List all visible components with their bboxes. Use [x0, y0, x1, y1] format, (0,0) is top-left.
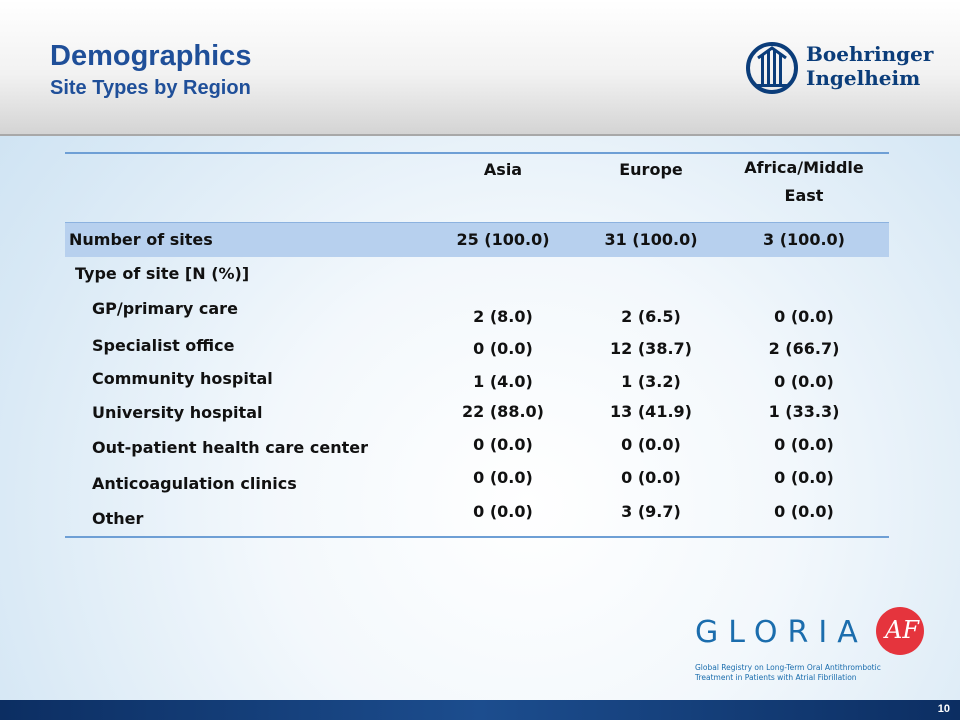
row-label-other: Other: [92, 509, 144, 528]
table-cell: 0 (0.0): [774, 435, 834, 454]
table-cell: 0 (0.0): [774, 502, 834, 521]
boehringer-ingelheim-emblem-icon: [746, 42, 798, 94]
page-number: 10: [937, 703, 950, 715]
table-cell: 0 (0.0): [473, 435, 533, 454]
logo-text-line2: Ingelheim: [806, 66, 921, 90]
row-label-university-hospital: University hospital: [92, 403, 263, 422]
column-header-europe: Europe: [619, 160, 683, 179]
slide-subtitle: Site Types by Region: [50, 77, 251, 99]
slide-title: Demographics: [50, 40, 252, 72]
gloria-tagline-line2: Treatment in Patients with Atrial Fibril…: [695, 673, 857, 682]
summary-value-europe: 31 (100.0): [604, 230, 698, 249]
summary-row-band: [65, 222, 889, 257]
gloria-wordmark: GLORIA: [695, 615, 868, 650]
table-cell: 3 (9.7): [621, 502, 681, 521]
table-cell: 1 (4.0): [473, 372, 533, 391]
row-label-gp-primary-care: GP/primary care: [92, 299, 238, 318]
summary-value-asia: 25 (100.0): [456, 230, 550, 249]
table-cell: 0 (0.0): [774, 468, 834, 487]
af-badge-text: AF: [885, 616, 919, 644]
table-cell: 12 (38.7): [610, 339, 692, 358]
gloria-tagline-line1: Global Registry on Long-Term Oral Antith…: [695, 663, 881, 672]
summary-row-label: Number of sites: [69, 230, 213, 249]
column-header-africa-middle-east: Africa/Middle East: [744, 158, 864, 205]
table-cell: 22 (88.0): [462, 402, 544, 421]
gloria-af-logo: GLORIA AF Global Registry on Long-Term O…: [695, 606, 935, 686]
table-cell: 13 (41.9): [610, 402, 692, 421]
row-label-anticoagulation-clinics: Anticoagulation clinics: [92, 474, 297, 493]
table-cell: 0 (0.0): [473, 468, 533, 487]
table-cell: 2 (66.7): [768, 339, 840, 358]
table-cell: 2 (8.0): [473, 307, 533, 326]
table-cell: 2 (6.5): [621, 307, 681, 326]
logo-text-line1: Boehringer: [806, 42, 934, 66]
section-label-type-of-site: Type of site [N (%)]: [75, 264, 250, 283]
table-cell: 0 (0.0): [621, 468, 681, 487]
table-cell: 0 (0.0): [774, 372, 834, 391]
row-label-specialist-office: Specialist office: [92, 336, 235, 355]
table-cell: 0 (0.0): [473, 339, 533, 358]
af-badge-icon: [876, 607, 924, 655]
boehringer-ingelheim-logo: Boehringer Ingelheim: [744, 40, 934, 96]
table-cell: 0 (0.0): [774, 307, 834, 326]
summary-value-africa-middle-east: 3 (100.0): [763, 230, 845, 249]
column-header-asia: Asia: [483, 160, 523, 179]
table-bottom-rule: [65, 536, 889, 538]
row-label-out-patient-center: Out-patient health care center: [92, 438, 368, 457]
table-cell: 1 (33.3): [768, 402, 840, 421]
table-cell: 0 (0.0): [473, 502, 533, 521]
table-cell: 0 (0.0): [621, 435, 681, 454]
table-cell: 1 (3.2): [621, 372, 681, 391]
slide-footer-bar: 10: [0, 700, 960, 720]
table-top-rule: [65, 152, 889, 154]
row-label-community-hospital: Community hospital: [92, 369, 273, 388]
slide-header: Demographics Site Types by Region Boehri…: [0, 0, 960, 136]
